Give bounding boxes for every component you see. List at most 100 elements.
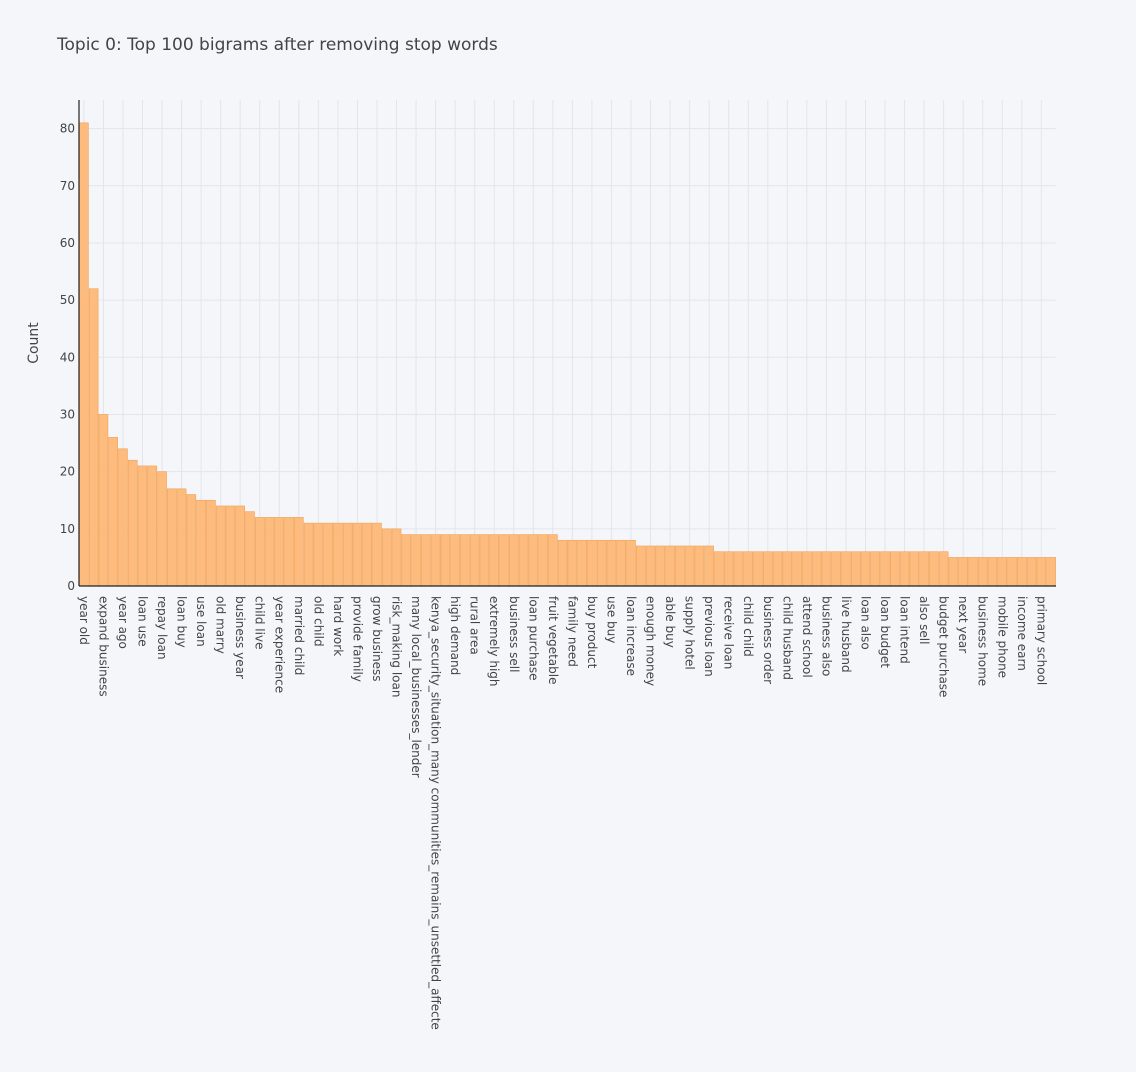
bar[interactable] — [850, 551, 861, 587]
bar[interactable] — [245, 511, 255, 587]
bar[interactable] — [948, 557, 959, 587]
bar[interactable] — [430, 534, 441, 587]
bar[interactable] — [98, 414, 109, 587]
bar[interactable] — [684, 545, 695, 587]
bar[interactable] — [626, 539, 636, 587]
bar[interactable] — [977, 557, 988, 587]
bar[interactable] — [294, 517, 304, 587]
bar[interactable] — [206, 499, 216, 587]
bar[interactable] — [929, 551, 939, 587]
bar[interactable] — [127, 459, 138, 587]
bar[interactable] — [108, 437, 118, 587]
bar[interactable] — [841, 551, 851, 587]
bar[interactable] — [147, 465, 158, 587]
bar[interactable] — [508, 534, 519, 587]
bar[interactable] — [469, 534, 480, 587]
bar[interactable] — [723, 551, 734, 587]
bar[interactable] — [313, 522, 324, 587]
bar[interactable] — [381, 528, 392, 587]
bar[interactable] — [577, 539, 587, 587]
bar[interactable] — [1017, 557, 1027, 587]
bar[interactable] — [596, 539, 607, 587]
bar[interactable] — [88, 288, 99, 587]
bar[interactable] — [714, 551, 724, 587]
bar[interactable] — [694, 545, 705, 587]
bar[interactable] — [762, 551, 773, 587]
bar[interactable] — [342, 522, 353, 587]
bar[interactable] — [890, 551, 900, 587]
bar[interactable] — [499, 534, 509, 587]
bar[interactable] — [831, 551, 841, 587]
bar[interactable] — [802, 551, 812, 587]
bar[interactable] — [860, 551, 871, 587]
bar[interactable] — [1036, 557, 1047, 587]
bar[interactable] — [352, 522, 363, 587]
bar[interactable] — [235, 505, 245, 587]
bar[interactable] — [303, 522, 314, 587]
bar[interactable] — [743, 551, 754, 587]
bar[interactable] — [157, 471, 167, 587]
bar[interactable] — [909, 551, 920, 587]
bar[interactable] — [606, 539, 617, 587]
bar[interactable] — [968, 557, 978, 587]
bar[interactable] — [489, 534, 500, 587]
bar[interactable] — [753, 551, 763, 587]
bar[interactable] — [821, 551, 832, 587]
bar[interactable] — [655, 545, 666, 587]
bar[interactable] — [870, 551, 881, 587]
bar[interactable] — [118, 448, 128, 587]
bar[interactable] — [782, 551, 793, 587]
bar[interactable] — [733, 551, 744, 587]
bar[interactable] — [772, 551, 783, 587]
bar[interactable] — [987, 557, 998, 587]
bar[interactable] — [254, 517, 265, 587]
bar[interactable] — [792, 551, 802, 587]
bar[interactable] — [635, 545, 646, 587]
bar[interactable] — [411, 534, 421, 587]
bar[interactable] — [362, 522, 373, 587]
bar[interactable] — [899, 551, 910, 587]
bar[interactable] — [333, 522, 343, 587]
bar[interactable] — [665, 545, 675, 587]
bar[interactable] — [274, 517, 285, 587]
bar[interactable] — [538, 534, 548, 587]
bar[interactable] — [675, 545, 685, 587]
bar[interactable] — [401, 534, 412, 587]
bar[interactable] — [196, 499, 206, 587]
bar[interactable] — [137, 465, 148, 587]
bar[interactable] — [704, 545, 714, 587]
bar[interactable] — [811, 551, 822, 587]
bar[interactable] — [1026, 557, 1037, 587]
bar[interactable] — [557, 539, 568, 587]
bar[interactable] — [264, 517, 275, 587]
bar[interactable] — [548, 534, 558, 587]
bar[interactable] — [450, 534, 460, 587]
bar[interactable] — [421, 534, 431, 587]
bar[interactable] — [518, 534, 529, 587]
bar[interactable] — [958, 557, 968, 587]
bar[interactable] — [391, 528, 402, 587]
bar[interactable] — [440, 534, 451, 587]
bar[interactable] — [616, 539, 627, 587]
bar[interactable] — [1046, 557, 1056, 587]
bar[interactable] — [215, 505, 226, 587]
bar[interactable] — [587, 539, 597, 587]
bar[interactable] — [176, 488, 187, 587]
bar[interactable] — [372, 522, 382, 587]
bar[interactable] — [284, 517, 294, 587]
bar[interactable] — [460, 534, 470, 587]
bar[interactable] — [567, 539, 578, 587]
bar[interactable] — [225, 505, 236, 587]
bar[interactable] — [167, 488, 177, 587]
bar[interactable] — [323, 522, 333, 587]
bar[interactable] — [938, 551, 949, 587]
bar[interactable] — [645, 545, 656, 587]
bar[interactable] — [186, 494, 197, 587]
bar[interactable] — [1007, 557, 1017, 587]
bar[interactable] — [528, 534, 539, 587]
bar[interactable] — [79, 122, 89, 587]
bar[interactable] — [880, 551, 890, 587]
bar[interactable] — [919, 551, 929, 587]
bar[interactable] — [479, 534, 490, 587]
bar[interactable] — [997, 557, 1008, 587]
